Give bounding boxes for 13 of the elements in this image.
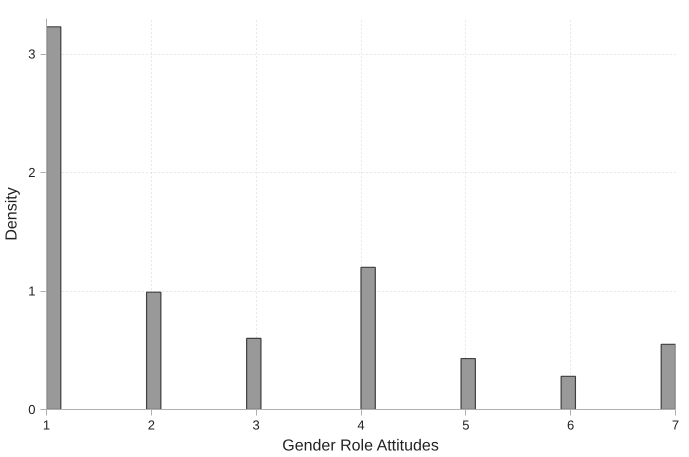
y-tick-label: 0	[28, 402, 36, 417]
x-tick-label: 2	[148, 418, 155, 432]
x-tick-label: 5	[462, 418, 470, 432]
x-tick-label: 3	[252, 418, 260, 432]
y-tick-label: 3	[28, 46, 36, 62]
x-tick-label: 7	[672, 418, 680, 432]
x-tick-label: 6	[567, 418, 574, 432]
x-axis-title: Gender Role Attitudes	[282, 438, 439, 454]
x-tick-label: 4	[357, 418, 365, 432]
y-axis-title: Density	[3, 187, 20, 241]
x-tick-label: 1	[42, 418, 50, 432]
y-tick-label: 2	[28, 165, 36, 180]
y-tick-label: 1	[28, 284, 36, 299]
